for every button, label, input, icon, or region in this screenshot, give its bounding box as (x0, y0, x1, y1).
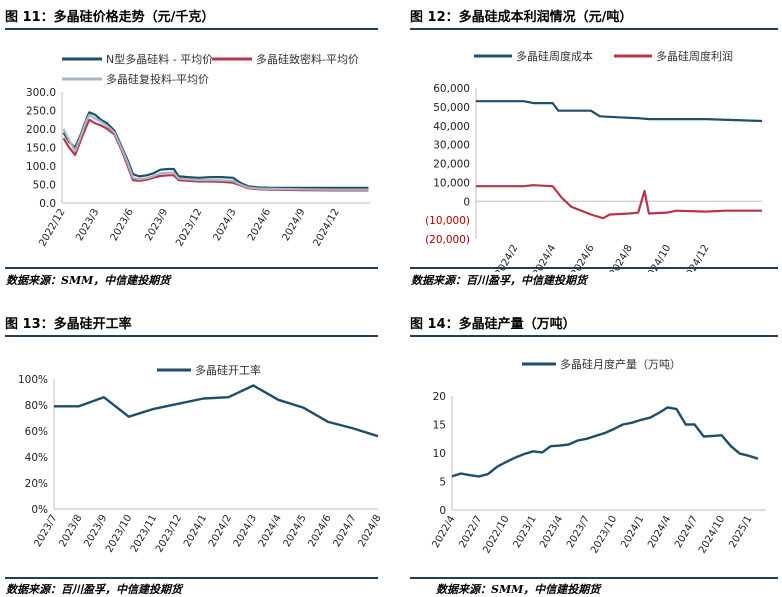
x-tick-label: 2024/6 (307, 513, 334, 549)
x-tick-label: 2022/10 (481, 514, 511, 555)
x-tick-label: 2024/7 (332, 513, 359, 549)
chart-title: 图 11：多晶硅价格走势（元/千克） (5, 10, 215, 25)
x-tick-label: 2023/10 (589, 514, 619, 555)
y-tick-label: 50.0 (33, 180, 56, 192)
y-tick-label: 0 (463, 196, 470, 208)
source-divider (5, 267, 378, 269)
y-tick-label: 20% (25, 478, 48, 490)
y-tick-label: (10,000) (425, 215, 470, 227)
x-tick-label: 2024/5 (282, 513, 309, 549)
x-tick-label: 2024/10 (697, 514, 727, 555)
y-tick-label: 5 (439, 477, 446, 489)
x-tick-label: 2023/9 (82, 513, 109, 549)
x-tick-label: 2024/2 (207, 513, 234, 549)
y-tick-label: 0% (31, 504, 48, 516)
legend-label: 多晶硅复投料-平均价 (106, 72, 209, 86)
data-source: 数据来源：百川盈孚，中信建投期货 (6, 583, 182, 596)
x-tick-label: 2022/7 (457, 514, 484, 550)
legend-label: 多晶硅开工率 (195, 363, 261, 377)
x-tick-label: 2025/1 (727, 514, 754, 550)
chart-title: 图 13：多晶硅开工率 (5, 317, 132, 332)
y-tick-label: 200.0 (26, 124, 56, 136)
y-tick-label: 10 (433, 448, 446, 460)
series-line-1 (451, 406, 759, 478)
series-line-1 (62, 111, 369, 189)
title-divider (5, 28, 378, 30)
data-source: 数据来源：SMM，中信建投期货 (6, 274, 171, 287)
legend-label: 多晶硅月度产量（万吨） (560, 357, 681, 371)
x-tick-label: 2023/6 (109, 207, 136, 243)
y-tick-label: 40,000 (433, 121, 470, 133)
x-tick-label: 2024/3 (232, 513, 259, 549)
series-line-2 (476, 184, 762, 220)
x-tick-label: 2024/1 (182, 513, 209, 549)
operating-rate-chart: 0%20%40%60%80%100%2023/72023/82023/92023… (18, 363, 382, 554)
title-divider (5, 335, 378, 337)
x-tick-label: 2024/1 (619, 514, 646, 550)
y-tick-label: 100.0 (26, 161, 56, 173)
y-tick-label: 150.0 (26, 143, 56, 155)
source-divider (5, 577, 378, 579)
title-divider (410, 28, 778, 30)
x-tick-label: 2024/4 (646, 514, 673, 550)
y-tick-label: 50,000 (433, 102, 470, 114)
x-tick-label: 2024/7 (673, 514, 700, 550)
x-tick-label: 2023/7 (565, 514, 592, 550)
data-source: 数据来源：百川盈孚，中信建投期货 (411, 274, 587, 287)
x-tick-label: 2024/6 (246, 207, 273, 243)
series-line-1 (476, 100, 763, 123)
series-line-1 (54, 384, 379, 438)
chart-title: 图 12：多晶硅成本利润情况（元/吨） (410, 10, 633, 25)
x-tick-label: 2023/1 (512, 514, 539, 550)
y-tick-label: 100% (18, 374, 48, 386)
y-tick-label: 250.0 (26, 106, 56, 118)
y-tick-label: 0.0 (39, 198, 56, 210)
cost-profit-chart: (20,000) (10,000) 0 10,000 20,000 30,000 40,00… (425, 49, 763, 272)
x-tick-label: 2024/4 (257, 513, 284, 549)
x-tick-label: 2023/3 (74, 207, 101, 243)
x-tick-label: 2023/4 (538, 514, 565, 550)
x-tick-label: 2024/3 (212, 207, 239, 243)
legend-label: N型多晶硅料 - 平均价 (106, 52, 213, 66)
source-divider (410, 267, 778, 269)
x-tick-label: 2023/12 (174, 207, 204, 248)
y-tick-label: 60,000 (433, 83, 470, 95)
legend-label: 多晶硅周度成本 (516, 49, 593, 63)
x-tick-label: 2024/8 (356, 513, 382, 549)
series-line-3 (62, 113, 369, 191)
y-tick-label: 20 (433, 391, 446, 403)
y-tick-label: 15 (433, 420, 446, 432)
y-tick-label: 80% (25, 400, 48, 412)
y-tick-label: 40% (25, 452, 48, 464)
y-tick-label: 300.0 (26, 87, 56, 99)
source-divider (410, 577, 778, 579)
legend-label: 多晶硅周度利润 (656, 49, 733, 63)
x-tick-label: 2023/8 (57, 513, 84, 549)
y-tick-label: (20,000) (425, 234, 470, 246)
x-tick-label: 2023/7 (32, 513, 59, 549)
chart-title: 图 14：多晶硅产量（万吨） (410, 317, 576, 332)
y-tick-label: 30,000 (433, 140, 470, 152)
x-tick-label: 2022/4 (430, 514, 457, 550)
legend-label: 多晶硅致密料-平均价 (256, 52, 359, 66)
data-source: 数据来源：SMM，中信建投期货 (436, 583, 601, 596)
y-tick-label: 20,000 (433, 159, 470, 171)
y-tick-label: 60% (25, 426, 48, 438)
title-divider (410, 335, 778, 337)
x-tick-label: 2023/9 (143, 207, 170, 243)
y-tick-label: 10,000 (433, 177, 470, 189)
x-tick-label: 2024/12 (312, 207, 342, 248)
y-tick-label: 0 (439, 505, 446, 517)
x-tick-label: 2022/12 (37, 207, 67, 248)
x-tick-label: 2024/9 (281, 207, 308, 243)
